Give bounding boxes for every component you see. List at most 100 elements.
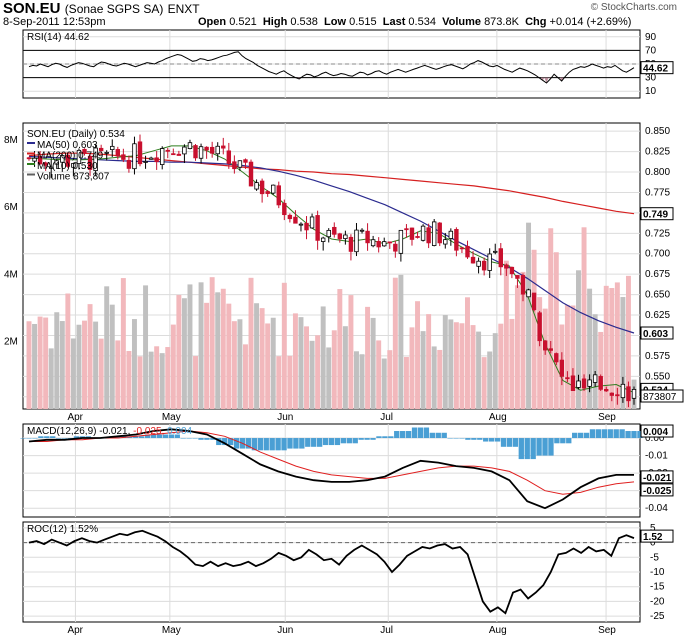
candle-body	[65, 154, 71, 167]
candle-body	[620, 383, 626, 399]
macd-histogram-bar	[204, 438, 210, 440]
candle-body	[409, 227, 415, 240]
volume-bar	[298, 317, 304, 409]
volume-bar	[531, 249, 537, 409]
macd-histogram-bar	[394, 431, 400, 439]
candle-body	[592, 374, 598, 383]
candle-body	[265, 191, 270, 194]
candle-body	[93, 147, 98, 172]
macd-histogram-bar	[494, 438, 501, 442]
macd-histogram-bar	[67, 438, 74, 439]
candle-body	[215, 145, 220, 155]
candle-body	[387, 241, 392, 244]
volume-bar	[448, 319, 454, 409]
volume-bar	[476, 331, 482, 409]
macd-histogram-bar	[560, 438, 566, 444]
price-tick-label: 0.575	[645, 351, 670, 362]
macd-histogram-bar	[144, 434, 151, 439]
quote-date: 8-Sep-2011 12:53pm	[3, 16, 106, 28]
candle-body	[509, 266, 515, 275]
candle-body	[354, 229, 359, 253]
legend-item: MA(50) 0.603	[37, 140, 98, 151]
macd-histogram-bar	[388, 436, 394, 439]
ma200-last-value-box	[640, 207, 674, 221]
candle-body	[348, 236, 354, 252]
volume-bar	[176, 294, 182, 409]
legend-item: MA(10) 0.530	[37, 161, 98, 172]
candle-body	[498, 248, 503, 268]
volume-bar	[398, 274, 404, 409]
candle-body	[365, 230, 370, 244]
open-value: 0.521	[229, 16, 257, 28]
volume-bar	[104, 286, 110, 409]
volume-bar	[625, 275, 631, 409]
month-label: Jun	[277, 625, 293, 636]
candle-body	[193, 145, 198, 159]
macd-histogram-bar	[32, 438, 38, 439]
high-value: 0.538	[290, 16, 318, 28]
roc-tick-label: -10	[650, 567, 665, 578]
candle-body	[293, 216, 298, 224]
volume-bar	[204, 302, 210, 409]
candle-body	[49, 166, 54, 169]
macd-histogram-bar	[607, 429, 613, 439]
volume-bar	[109, 304, 115, 409]
macd-histogram-bar	[133, 436, 139, 439]
macd-histogram-bar	[139, 436, 145, 439]
volume-bar	[426, 314, 432, 409]
volume-bar	[159, 353, 165, 409]
volume-bar	[82, 320, 87, 409]
candle-body	[243, 159, 248, 163]
volume-bar	[193, 356, 198, 409]
macd-histogram-bar	[483, 438, 489, 442]
candle-body	[148, 157, 154, 160]
legend-swatch	[27, 142, 35, 144]
candle-body	[537, 312, 542, 342]
volume-bar	[420, 331, 426, 409]
candle-body	[143, 161, 148, 163]
macd-hist-last-value-box	[640, 424, 674, 438]
volume-tick-label: 4M	[4, 269, 18, 280]
macd-histogram-bar	[572, 432, 578, 439]
candle-body	[565, 377, 570, 380]
macd-histogram-bar	[405, 431, 412, 439]
candle-body	[370, 239, 376, 247]
macd-histogram-bar	[441, 432, 447, 439]
macd-last-value: -0.021	[643, 473, 672, 484]
macd-histogram-bar	[174, 434, 180, 439]
volume-bar	[242, 344, 248, 409]
candle-body	[626, 386, 631, 402]
volume-bar	[320, 306, 326, 409]
macd-histogram-bar	[625, 431, 631, 439]
candle-body	[615, 394, 620, 397]
candle-body	[481, 260, 487, 271]
candle-body	[587, 379, 592, 387]
volume-bar	[70, 338, 76, 409]
volume-bar	[231, 321, 237, 409]
macd-histogram-bar	[156, 434, 163, 439]
macd-histogram-bar	[583, 432, 590, 439]
candle-body	[393, 243, 398, 252]
volume-bar	[154, 346, 160, 409]
volume-bar	[309, 340, 315, 409]
rsi-tick-label: 10	[645, 86, 657, 97]
candle-body	[71, 163, 76, 168]
rsi-tick-label: 90	[645, 32, 657, 43]
macd-histogram-bar	[417, 427, 424, 439]
legend-swatch	[27, 152, 35, 155]
candle-body	[82, 148, 87, 154]
roc-tick-label: -5	[650, 552, 659, 563]
macd-histogram-bar	[512, 438, 519, 447]
macd-histogram-bar	[322, 438, 329, 446]
roc-line	[28, 529, 635, 615]
volume-bar	[54, 312, 60, 409]
macd-signal-last-value: -0.025	[643, 486, 672, 497]
volume-bar	[93, 321, 99, 409]
volume-bar	[120, 278, 126, 409]
low-label: Low	[324, 16, 347, 28]
volume-bar	[570, 305, 576, 409]
macd-histogram-bar	[299, 438, 305, 449]
macd-histogram-bar	[595, 429, 602, 439]
candle-body	[576, 380, 581, 388]
macd-line	[28, 428, 634, 510]
